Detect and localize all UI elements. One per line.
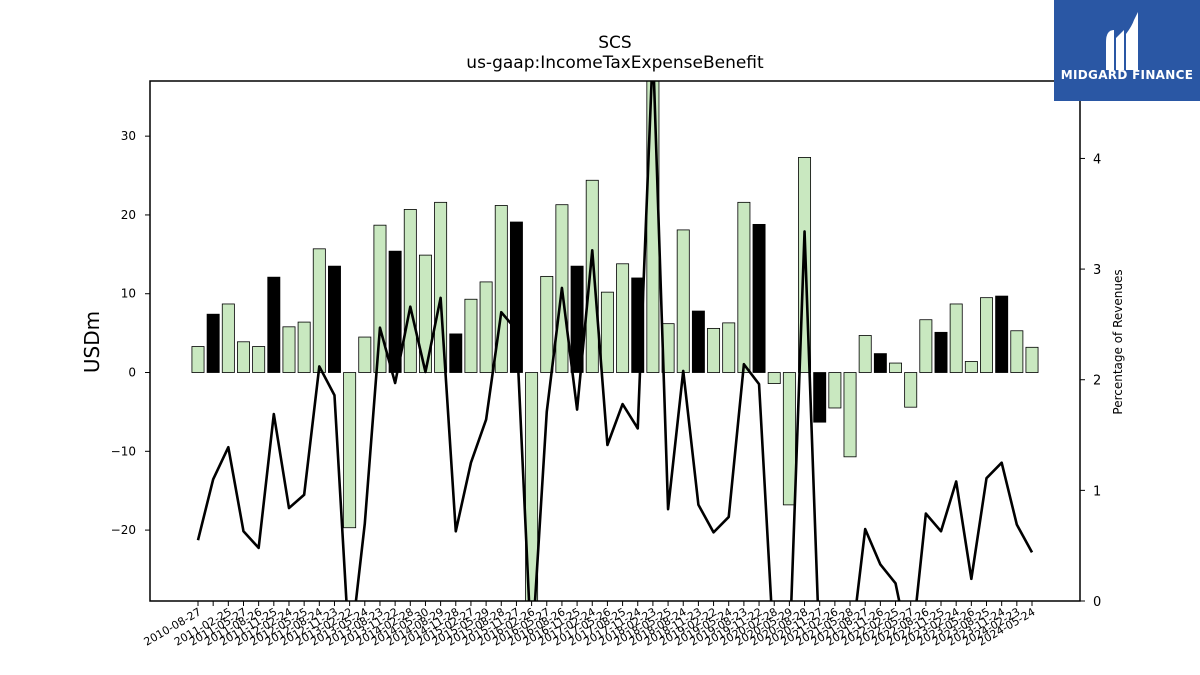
y-tick-label: 0 [128,366,136,380]
y-axis-label: USDm [80,310,104,374]
bar-2013-05-24 [358,336,372,373]
bar-2021-08-27 [858,335,872,373]
bar-2018-08-24 [676,229,690,373]
bar-2023-05-26 [964,361,978,373]
bar-2023-08-25 [980,297,993,373]
bar-2019-02-22 [707,327,721,373]
bar-2020-02-28 [767,372,781,384]
bar-2022-11-25 [934,331,948,373]
bar-2010-08-27 [191,346,205,373]
bar-2012-02-24 [282,326,296,373]
y2-tick-label: 2 [1093,374,1101,389]
brand-name: MIDGARD FINANCE [1060,68,1194,82]
bar-2014-11-28 [449,333,463,373]
brand-logo: MIDGARD FINANCE [1054,0,1200,101]
bar-2023-02-24 [949,303,963,373]
bar-2015-11-27 [509,221,523,373]
bar-2020-05-29 [782,372,796,506]
bar-2011-05-27 [237,341,250,373]
bar-2019-11-22 [752,223,766,373]
bar-2019-08-23 [737,201,751,373]
bar-2021-05-28 [843,372,857,458]
y2-tick-label: 3 [1093,263,1101,278]
bar-2013-08-23 [373,224,387,373]
bar-2015-05-29 [479,281,493,373]
bar-2013-11-22 [388,250,402,373]
bar-2013-02-22 [343,372,357,529]
bar-2017-05-26 [600,291,614,373]
y2-tick-label: 0 [1093,595,1101,610]
bar-2023-11-24 [995,295,1009,373]
bar-2020-11-27 [813,372,827,423]
y-tick-label: −20 [111,523,136,537]
bar-2016-05-27 [540,275,554,373]
y2-tick-label: 1 [1093,484,1101,499]
bar-2024-02-23 [1010,330,1024,373]
bar-2022-05-27 [904,372,918,408]
bar-2012-08-24 [312,248,326,373]
y2-axis-label: Percentage of Revenues [1111,269,1125,415]
y-tick-label: 30 [121,129,136,143]
bar-2022-08-26 [919,319,933,373]
chart-subtitle: us-gaap:IncomeTaxExpenseBenefit [466,53,764,73]
bar-2012-05-25 [297,321,311,373]
bar-2017-02-24 [585,179,599,373]
plot-frame [149,80,1081,602]
bar-2010-11-26 [206,313,220,373]
bar-2014-02-28 [403,209,417,373]
bar-2021-02-26 [828,372,842,409]
bar-2016-11-25 [570,265,584,373]
y-tick-label: 20 [121,208,136,222]
percentage-line [196,81,1034,601]
bar-2024-05-24 [1025,346,1039,373]
chart-title: SCS [598,33,632,53]
bar-2021-11-26 [873,353,887,373]
bar-2018-11-23 [691,310,705,373]
bar-2011-11-25 [267,276,281,373]
y-tick-label: −10 [111,444,136,458]
y2-tick-label: 4 [1093,152,1101,167]
bar-2012-11-23 [328,265,341,373]
y-tick-label: 10 [121,287,136,301]
midgard-logo-icon [1106,12,1138,70]
bar-2019-05-24 [722,322,736,373]
bar-2022-02-25 [889,362,902,373]
bar-2015-02-27 [464,298,478,373]
bar-2017-08-25 [616,263,630,373]
bar-2011-08-26 [252,346,266,373]
bar-2011-02-25 [221,303,235,373]
